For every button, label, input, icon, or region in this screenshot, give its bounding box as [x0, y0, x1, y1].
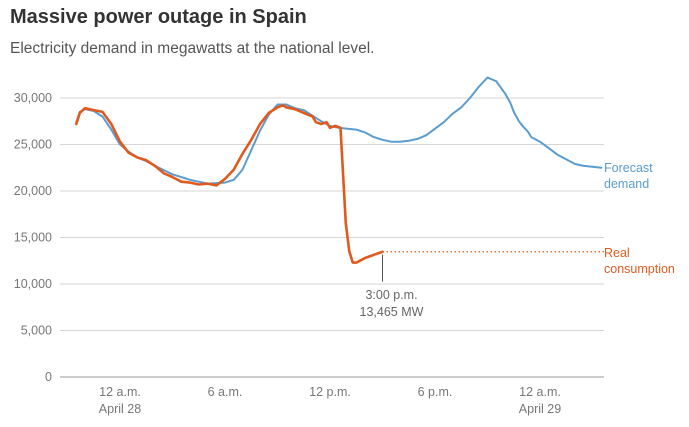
y-tick-label: 20,000: [14, 184, 52, 198]
x-tick-label: 12 p.m.: [309, 385, 351, 399]
forecast-demand-label-line2: demand: [604, 177, 649, 191]
forecast-demand-line: [75, 76, 603, 185]
chart-title: Massive power outage in Spain: [10, 6, 307, 28]
forecast-demand-label: Forecast: [604, 161, 653, 175]
gridlines: [60, 97, 604, 378]
y-tick-label: 0: [45, 370, 52, 384]
x-tick-label: 12 a.m.: [99, 385, 141, 399]
annotations: Forecast demand Real consumption 3:00 p.m. 13…: [360, 161, 675, 319]
x-tick-sublabel: April 28: [99, 402, 141, 416]
y-tick-label: 10,000: [14, 277, 52, 291]
x-tick-label: 6 a.m.: [208, 385, 243, 399]
x-tick-label: 12 a.m.: [519, 385, 561, 399]
x-axis-labels: 12 a.m. April 28 6 a.m. 12 p.m. 6 p.m. 12 a.m…: [99, 385, 561, 416]
x-tick-label: 6 p.m.: [418, 385, 453, 399]
real-consumption-label: Real: [604, 246, 630, 260]
annotation-value: 13,465 MW: [360, 305, 424, 319]
y-tick-label: 30,000: [14, 91, 52, 105]
annotation-time: 3:00 p.m.: [365, 288, 417, 302]
y-axis-labels: 0 5,000 10,000 15,000 20,000 25,000 30,000: [14, 91, 52, 384]
chart-subtitle: Electricity demand in megawatts at the n…: [10, 40, 375, 57]
y-tick-label: 5,000: [21, 324, 52, 338]
y-tick-label: 15,000: [14, 231, 52, 245]
real-consumption-label-line2: consumption: [604, 262, 675, 276]
x-tick-sublabel: April 29: [519, 402, 561, 416]
real-consumption-line: [75, 104, 384, 264]
series-lines: [75, 76, 603, 264]
y-tick-label: 25,000: [14, 138, 52, 152]
